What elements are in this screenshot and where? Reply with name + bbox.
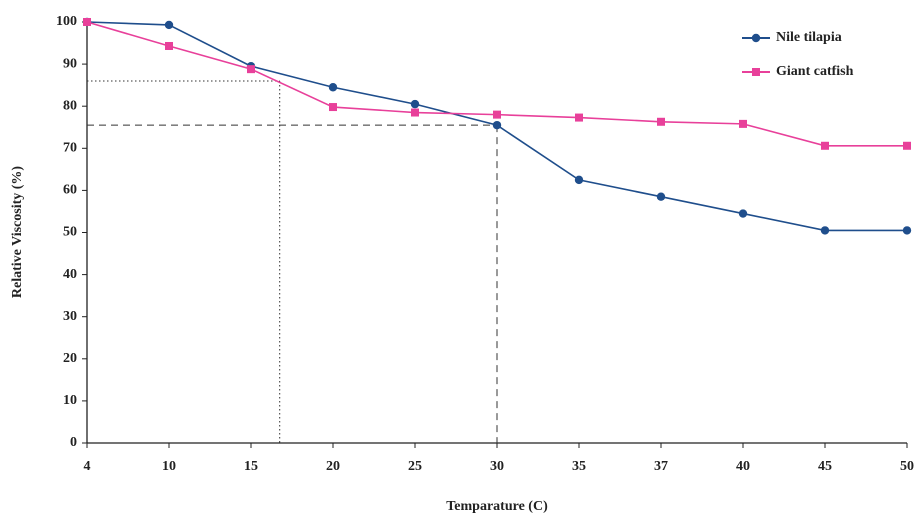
y-tick-label: 50 [63,225,77,240]
x-tick-label: 37 [654,459,668,474]
y-tick-label: 70 [63,141,77,156]
data-point [738,209,748,218]
data-point [656,192,666,201]
data-point [247,65,255,74]
data-point [328,83,338,92]
x-tick-label: 15 [244,459,258,474]
y-tick-label: 40 [63,267,77,282]
y-tick-label: 60 [63,183,77,198]
x-tick-label: 25 [408,459,422,474]
legend-marker [752,68,760,76]
data-point [83,18,91,26]
x-tick-label: 30 [490,459,504,474]
y-tick-label: 10 [63,393,77,408]
x-tick-label: 10 [162,459,176,474]
legend-marker [751,33,761,43]
x-tick-label: 20 [326,459,340,474]
data-point [411,108,419,117]
data-point [165,41,173,50]
legend-label: Nile tilapia [776,30,842,45]
x-tick-label: 40 [736,459,750,474]
x-axis-title: Temparature (C) [446,499,548,514]
x-tick-label: 35 [572,459,586,474]
data-point [574,175,584,185]
data-point [493,110,501,119]
data-point [164,20,174,30]
data-point [329,103,337,112]
y-axis-title: Relative Viscosity (%) [10,166,25,299]
data-point [739,119,747,128]
y-tick-label: 80 [63,98,77,113]
data-point [820,226,830,235]
y-tick-label: 100 [56,14,77,29]
data-point [903,141,911,150]
legend-label: Giant catfish [776,64,854,79]
y-tick-label: 20 [63,351,77,366]
y-tick-label: 90 [63,56,77,71]
x-tick-label: 4 [84,459,91,474]
data-point [410,99,420,109]
data-point [657,117,665,126]
data-point [821,141,829,150]
x-tick-label: 50 [900,459,914,474]
y-tick-label: 0 [70,435,77,450]
data-point [902,226,912,235]
x-tick-label: 45 [818,459,832,474]
data-point [492,120,502,130]
y-tick-label: 30 [63,309,77,324]
data-point [575,113,583,122]
